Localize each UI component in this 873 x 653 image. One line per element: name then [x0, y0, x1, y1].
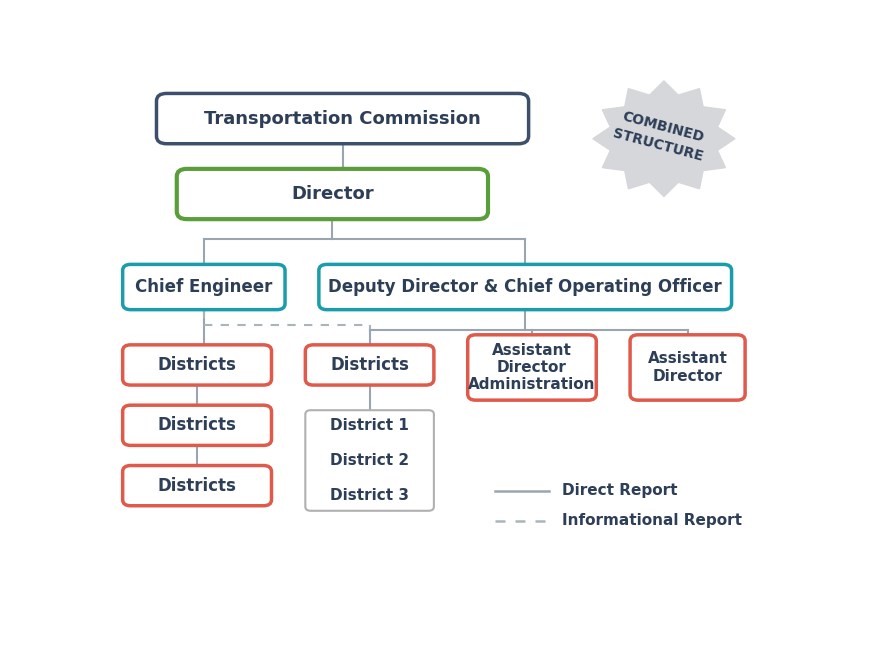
FancyBboxPatch shape: [122, 466, 272, 505]
Text: Transportation Commission: Transportation Commission: [204, 110, 481, 127]
Text: Deputy Director & Chief Operating Officer: Deputy Director & Chief Operating Office…: [328, 278, 722, 296]
Polygon shape: [593, 81, 735, 197]
FancyBboxPatch shape: [468, 335, 596, 400]
Text: Chief Engineer: Chief Engineer: [135, 278, 272, 296]
FancyBboxPatch shape: [630, 335, 746, 400]
FancyBboxPatch shape: [156, 93, 529, 144]
Text: Direct Report: Direct Report: [562, 483, 678, 498]
Text: Districts: Districts: [158, 356, 237, 374]
Text: Districts: Districts: [330, 356, 409, 374]
FancyBboxPatch shape: [306, 345, 434, 385]
Text: Assistant
Director: Assistant Director: [648, 351, 727, 384]
FancyBboxPatch shape: [177, 169, 488, 219]
FancyBboxPatch shape: [122, 405, 272, 445]
Text: COMBINED
STRUCTURE: COMBINED STRUCTURE: [611, 108, 710, 165]
Text: Director: Director: [291, 185, 374, 203]
FancyBboxPatch shape: [122, 264, 285, 310]
Text: Assistant
Director
Administration: Assistant Director Administration: [468, 343, 595, 392]
Text: Districts: Districts: [158, 417, 237, 434]
Text: Districts: Districts: [158, 477, 237, 494]
FancyBboxPatch shape: [319, 264, 732, 310]
Text: District 1

District 2

District 3: District 1 District 2 District 3: [330, 418, 409, 503]
Text: Informational Report: Informational Report: [562, 513, 742, 528]
FancyBboxPatch shape: [122, 345, 272, 385]
FancyBboxPatch shape: [306, 410, 434, 511]
